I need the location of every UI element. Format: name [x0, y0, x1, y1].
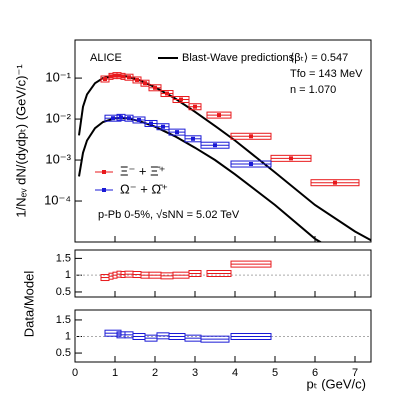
marker [161, 124, 165, 129]
model-param: Tfo = 143 MeV [290, 68, 363, 80]
marker [217, 113, 221, 118]
y-tick-label: 10⁻³ [45, 151, 71, 166]
marker [175, 130, 179, 135]
marker [113, 73, 117, 78]
marker [109, 74, 113, 79]
legend-marker [102, 170, 106, 174]
y-tick-label: 1.5 [56, 314, 71, 326]
y-tick-label: 10⁻⁴ [44, 192, 71, 207]
y-tick-label: 1.5 [56, 252, 71, 264]
y-tick-label: 10⁻² [45, 111, 71, 126]
marker [153, 85, 157, 90]
experiment-label: ALICE [90, 52, 122, 64]
model-param: ⟨βₜ⟩ = 0.547 [290, 52, 348, 64]
marker [137, 117, 141, 122]
marker [149, 121, 153, 126]
marker [333, 180, 337, 185]
legend-marker [102, 188, 106, 192]
marker [213, 143, 217, 148]
marker [119, 115, 123, 120]
x-tick-label: 3 [192, 367, 198, 379]
x-tick-label: 5 [272, 367, 278, 379]
marker [249, 134, 253, 139]
marker [103, 76, 107, 81]
y-tick-label: 1 [65, 330, 71, 342]
marker [249, 162, 253, 167]
x-axis-label: pₜ (GeV/c) [307, 376, 366, 391]
y-tick-label: 1 [65, 269, 71, 281]
marker [191, 136, 195, 141]
model-param: n = 1.070 [290, 84, 336, 96]
y-axis-label: Data/Model [21, 271, 36, 338]
y-tick-label: 0.5 [56, 286, 71, 298]
x-tick-label: 7 [352, 367, 358, 379]
x-tick-label: 0 [72, 367, 78, 379]
plot-area [78, 72, 371, 242]
system-label: p-Pb 0-5%, √sNN = 5.02 TeV [98, 209, 240, 221]
model-label: Blast-Wave predictions: [182, 52, 297, 64]
marker [111, 116, 115, 121]
ratio-frame [74, 249, 372, 298]
model-curve [78, 117, 323, 242]
spectra-frame [74, 39, 372, 243]
y-tick-label: 0.5 [56, 347, 71, 359]
marker [165, 91, 169, 96]
marker [135, 77, 139, 82]
marker [289, 156, 293, 161]
legend-label: Ω⁻ + Ω̄⁺ [120, 181, 168, 196]
marker [179, 97, 183, 102]
x-tick-label: 6 [312, 367, 318, 379]
marker [127, 116, 131, 121]
x-tick-label: 2 [152, 367, 158, 379]
legend-label: Ξ⁻ + Ξ̄⁺ [120, 163, 165, 178]
plot-area [100, 260, 272, 282]
plot-area [104, 329, 272, 343]
marker [127, 75, 131, 80]
x-tick-label: 4 [232, 367, 238, 379]
x-tick-label: 1 [112, 367, 118, 379]
y-tick-label: 10⁻¹ [45, 70, 71, 85]
marker [143, 81, 147, 86]
marker [121, 74, 125, 79]
marker [117, 73, 121, 78]
y-axis-label: 1/Nₑᵥ dN/(dydpₜ) (GeV/c)⁻¹ [13, 64, 28, 218]
marker [193, 104, 197, 109]
